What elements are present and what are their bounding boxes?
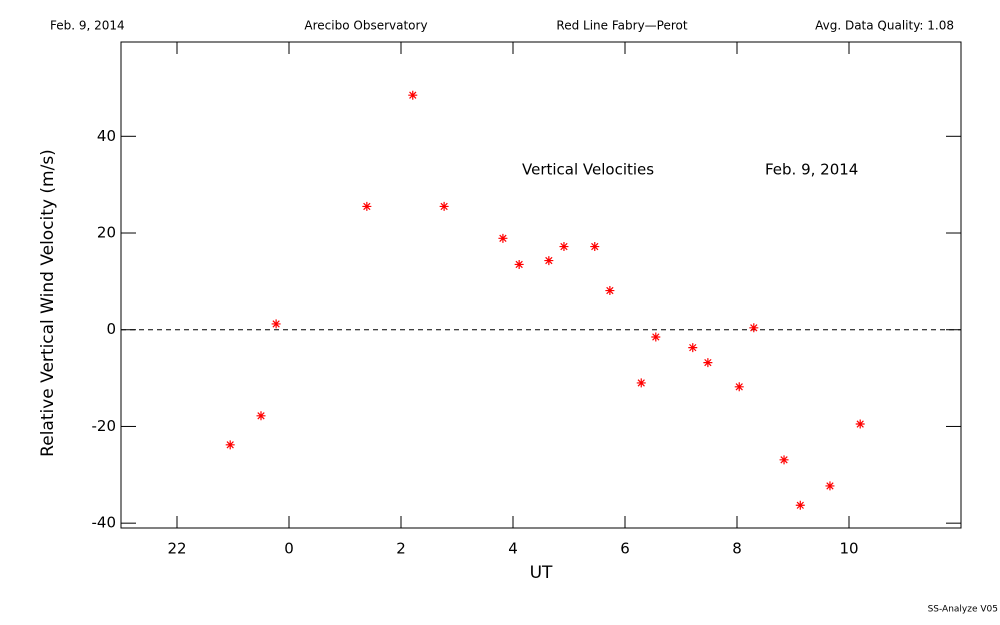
plot-frame (120, 41, 962, 529)
data-point (605, 286, 615, 296)
data-point (544, 256, 554, 266)
data-point (408, 90, 418, 100)
data-point (498, 233, 508, 243)
y-tick-label: 40 (97, 127, 116, 145)
x-tick-label: 8 (732, 540, 742, 558)
data-point (362, 201, 372, 211)
header-instrument: Red Line Fabry—Perot (556, 19, 687, 33)
x-tick-label: 6 (620, 540, 630, 558)
header-site: Arecibo Observatory (304, 19, 427, 33)
data-point (271, 319, 281, 329)
y-tick-label: 0 (106, 320, 116, 338)
x-tick-label: 2 (396, 540, 406, 558)
header-quality: Avg. Data Quality: 1.08 (815, 19, 954, 33)
data-point (703, 358, 713, 368)
data-point (825, 481, 835, 491)
data-point (688, 343, 698, 353)
footer: SS-Analyze V05 (928, 605, 998, 615)
x-axis-label: UT (530, 563, 553, 583)
data-point (559, 242, 569, 252)
data-point (795, 500, 805, 510)
data-point (734, 382, 744, 392)
data-point (855, 419, 865, 429)
data-point (636, 378, 646, 388)
x-tick-label: 0 (284, 540, 294, 558)
y-axis-label: Relative Vertical Wind Velocity (m/s) (38, 149, 58, 457)
y-tick-label: -40 (92, 514, 117, 532)
x-tick-label: 10 (839, 540, 858, 558)
data-point (651, 332, 661, 342)
data-point (439, 201, 449, 211)
data-point (749, 323, 759, 333)
data-point (225, 440, 235, 450)
data-point (256, 411, 266, 421)
header-date: Feb. 9, 2014 (50, 19, 125, 33)
x-tick-label: 4 (508, 540, 518, 558)
annotation: Vertical Velocities (522, 161, 654, 179)
data-point (514, 259, 524, 269)
y-tick-label: -20 (92, 417, 117, 435)
y-tick-label: 20 (97, 224, 116, 242)
data-point (779, 455, 789, 465)
data-point (590, 242, 600, 252)
annotation: Feb. 9, 2014 (765, 161, 858, 179)
x-tick-label: 22 (167, 540, 186, 558)
